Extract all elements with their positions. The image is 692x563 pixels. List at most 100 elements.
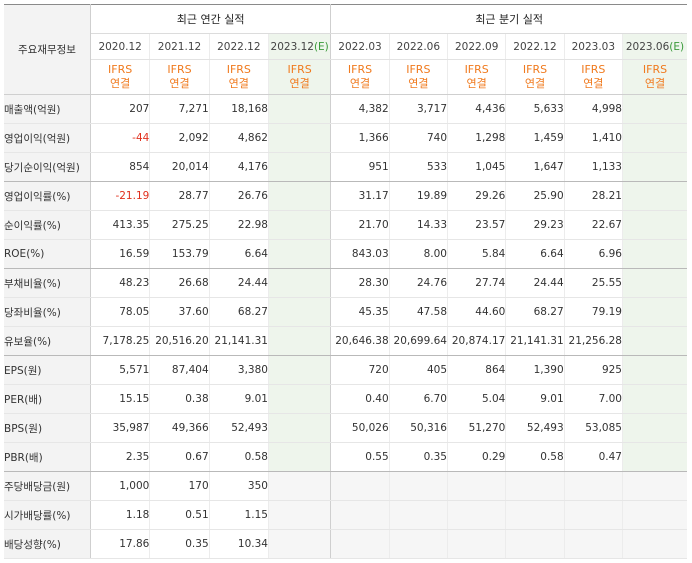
quarterly-results-header: 최근 분기 실적 [330, 4, 687, 34]
value-cell: 0.38 [149, 384, 210, 414]
ifrs-consolidated-label: IFRS 연결 [267, 59, 331, 95]
value-cell: 37.60 [149, 297, 210, 327]
period-label: 2021.12 [157, 40, 202, 53]
ifrs-line: IFRS [522, 63, 548, 76]
value-cell: 405 [388, 355, 448, 385]
financial-summary-table: 주요재무정보 최근 연간 실적 최근 분기 실적 2020.12 2021.12 2… [4, 4, 687, 559]
quarter-period-6: 2022.09 [446, 33, 506, 60]
value-cell [267, 94, 331, 124]
value-cell: 26.76 [208, 181, 269, 211]
table-row: 시가배당률(%) 1.18 0.51 1.15 [4, 500, 687, 530]
value-cell [330, 500, 390, 530]
estimate-mark: (E) [669, 40, 685, 53]
value-cell: 20,699.64 [388, 326, 448, 356]
value-cell: 87,404 [149, 355, 210, 385]
row-label: PBR(배) [4, 442, 91, 472]
value-cell: 52,493 [208, 413, 269, 443]
value-cell: 24.44 [208, 268, 269, 298]
ifrs-consolidated-label: IFRS 연결 [89, 59, 150, 95]
value-cell: 275.25 [149, 210, 210, 240]
value-cell [267, 529, 331, 559]
period-label: 2022.12 [217, 40, 261, 53]
value-cell: 20,646.38 [330, 326, 390, 356]
value-cell: 350 [208, 471, 269, 501]
value-cell: 1,000 [89, 471, 150, 501]
value-cell: 413.35 [89, 210, 150, 240]
row-label: PER(배) [4, 384, 91, 414]
value-cell: 24.76 [388, 268, 448, 298]
value-cell: 21.70 [330, 210, 390, 240]
value-cell: 29.26 [446, 181, 506, 211]
annual-period-1: 2021.12 [149, 33, 210, 60]
row-label: 시가배당률(%) [4, 500, 91, 530]
value-cell: 14.33 [388, 210, 448, 240]
value-cell [621, 210, 687, 240]
value-cell [330, 529, 390, 559]
ifrs-line: IFRS [287, 63, 312, 76]
estimate-mark: (E) [313, 40, 329, 53]
value-cell [267, 152, 331, 182]
ifrs-line: IFRS [108, 63, 133, 76]
table-row: PBR(배) 2.35 0.67 0.58 0.55 0.35 0.29 0.58 0.47 [4, 442, 687, 472]
consolidated-line: 연결 [169, 77, 190, 90]
value-cell [621, 529, 687, 559]
annual-period-2: 2022.12 [208, 33, 269, 60]
value-cell: 6.96 [563, 239, 623, 269]
row-label: 매출액(억원) [4, 94, 91, 124]
value-cell: 44.60 [446, 297, 506, 327]
value-cell: 79.19 [563, 297, 623, 327]
row-label: 당좌비율(%) [4, 297, 91, 327]
table-row: 매출액(억원) 207 7,271 18,168 4,382 3,717 4,436 5,63… [4, 94, 687, 124]
financial-rows: 매출액(억원) 207 7,271 18,168 4,382 3,717 4,436 5,63… [4, 94, 687, 559]
value-cell: 50,026 [330, 413, 390, 443]
value-cell [563, 471, 623, 501]
period-label: 2022.03 [338, 40, 382, 53]
value-cell [621, 500, 687, 530]
value-cell: 19.89 [388, 181, 448, 211]
value-cell [621, 152, 687, 182]
value-cell: 4,176 [208, 152, 269, 182]
table-row: 주당배당금(원) 1,000 170 350 [4, 471, 687, 501]
value-cell: 21,256.28 [563, 326, 623, 356]
period-label: 2022.09 [454, 40, 499, 53]
value-cell: 25.90 [505, 181, 565, 211]
value-cell [267, 500, 331, 530]
value-cell [267, 384, 331, 414]
value-cell: 4,436 [446, 94, 506, 124]
value-cell [388, 529, 448, 559]
table-row: 영업이익률(%) -21.19 28.77 26.76 31.17 19.89 29.26 2… [4, 181, 687, 211]
value-cell [505, 529, 565, 559]
value-cell: 1,410 [563, 123, 623, 153]
value-cell [563, 529, 623, 559]
value-cell: 864 [446, 355, 506, 385]
period-label: 2022.06 [396, 40, 441, 53]
ifrs-consolidated-label: IFRS 연결 [621, 59, 687, 95]
value-cell: 720 [330, 355, 390, 385]
quarter-period-4: 2022.03 [330, 33, 390, 60]
value-cell [621, 297, 687, 327]
value-cell: 5.84 [446, 239, 506, 269]
consolidated-line: 연결 [644, 77, 666, 90]
ifrs-consolidated-label: IFRS 연결 [388, 59, 448, 95]
value-cell: 22.67 [563, 210, 623, 240]
value-cell: 2,092 [149, 123, 210, 153]
table-row: 부채비율(%) 48.23 26.68 24.44 28.30 24.76 27.74 24.… [4, 268, 687, 298]
value-cell: 3,717 [388, 94, 448, 124]
value-cell: 533 [388, 152, 448, 182]
value-cell: 26.68 [149, 268, 210, 298]
value-cell: 1,045 [446, 152, 506, 182]
value-cell: 21,141.31 [505, 326, 565, 356]
ifrs-consolidated-label: IFRS 연결 [505, 59, 565, 95]
value-cell: 207 [89, 94, 150, 124]
ifrs-line: IFRS [406, 63, 431, 76]
value-cell [621, 326, 687, 356]
value-cell: 29.23 [505, 210, 565, 240]
annual-period-3: 2023.12(E) [267, 33, 331, 60]
value-cell [267, 326, 331, 356]
row-label: BPS(원) [4, 413, 91, 443]
value-cell: 9.01 [208, 384, 269, 414]
value-cell: 53,085 [563, 413, 623, 443]
consolidated-line: 연결 [408, 77, 429, 90]
value-cell: 22.98 [208, 210, 269, 240]
value-cell: 1.15 [208, 500, 269, 530]
